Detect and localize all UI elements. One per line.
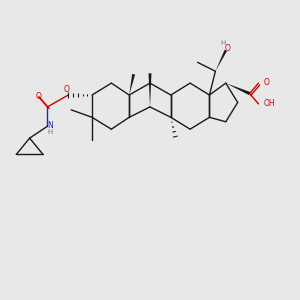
Text: O: O [36,92,41,101]
Polygon shape [148,73,152,107]
Text: O: O [264,78,270,87]
Text: O: O [224,44,230,52]
Text: OH: OH [264,99,275,108]
Text: O: O [64,85,70,94]
Text: H: H [48,129,53,135]
Polygon shape [226,83,250,95]
Text: N: N [48,121,53,130]
Polygon shape [215,50,227,71]
Text: H: H [220,40,225,46]
Polygon shape [129,74,135,95]
